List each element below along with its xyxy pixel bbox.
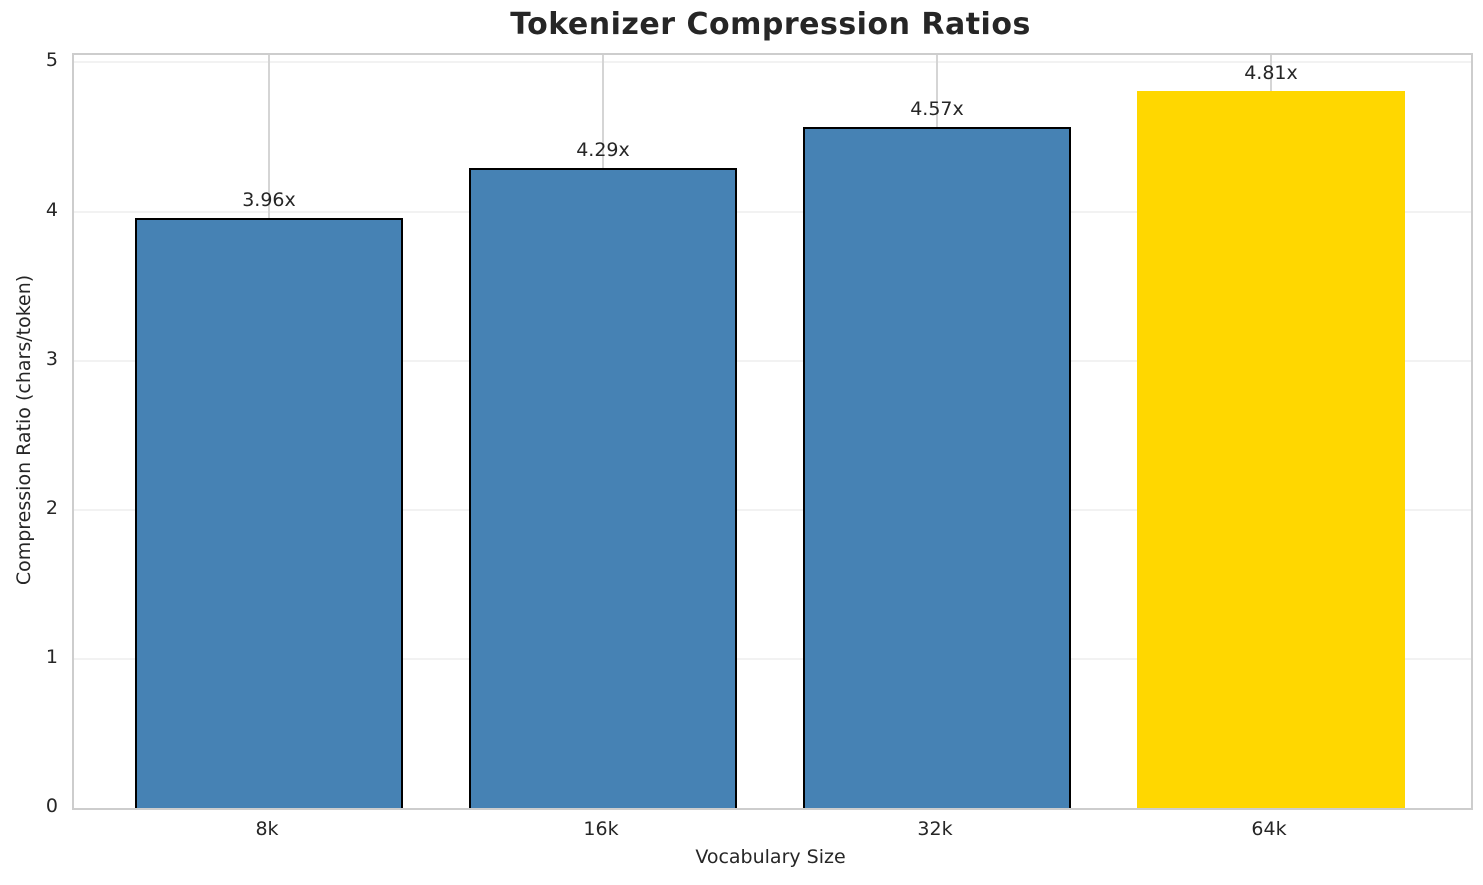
x-tick-label-16k: 16k	[583, 818, 619, 840]
y-tick-label: 5	[45, 49, 58, 72]
bar-value-label: 4.81x	[1244, 61, 1298, 84]
plot-area: 3.96x 4.29x 4.57x 4.81x	[72, 53, 1473, 810]
h-gridline	[74, 61, 1471, 64]
x-tick-label-32k: 32k	[917, 818, 953, 840]
y-tick-label: 1	[45, 645, 58, 668]
y-axis-label-text: Compression Ratio (chars/token)	[13, 274, 35, 586]
h-gridline	[74, 508, 1471, 511]
x-tick-label-64k: 64k	[1251, 818, 1287, 840]
bar-64k	[1137, 90, 1405, 808]
x-axis-label: Vocabulary Size	[695, 846, 846, 868]
h-gridline	[74, 210, 1471, 213]
y-tick-label: 0	[45, 795, 58, 817]
h-gridline	[74, 657, 1471, 660]
h-gridline	[74, 359, 1471, 362]
y-tick-label: 2	[45, 496, 58, 519]
bar-16k	[469, 168, 737, 808]
bar-8k	[135, 217, 403, 808]
x-tick-label-8k: 8k	[255, 818, 279, 840]
bar-value-label: 4.29x	[576, 139, 630, 162]
bar-value-label: 4.57x	[910, 97, 964, 120]
y-tick-label: 4	[45, 198, 58, 221]
chart-title: Tokenizer Compression Ratios	[510, 7, 1031, 42]
bar-value-label: 3.96x	[242, 188, 296, 211]
bar-32k	[803, 126, 1071, 808]
y-tick-label: 3	[45, 347, 58, 370]
